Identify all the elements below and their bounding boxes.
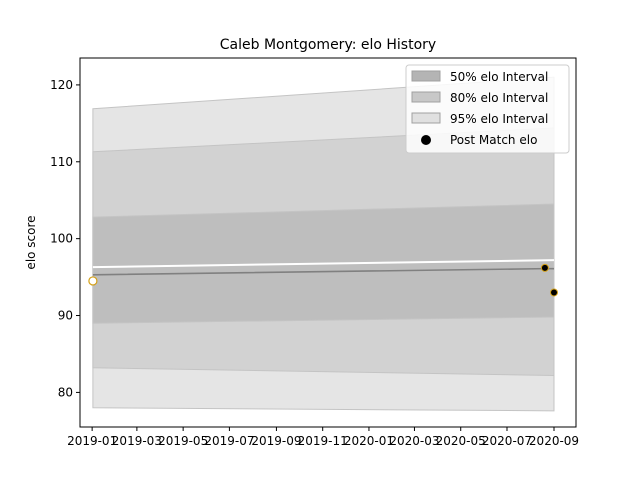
- legend-marker-4: [421, 135, 431, 145]
- legend-label-4: Post Match elo: [450, 133, 537, 147]
- x-tick-label-2020-07: 2020-07: [482, 434, 532, 448]
- y-tick-label-100: 100: [50, 232, 73, 246]
- post-match-point-1: [540, 263, 549, 272]
- x-tick-label-2019-05: 2019-05: [158, 434, 208, 448]
- elo-points: [88, 263, 559, 297]
- x-tick-label-2020-01: 2020-01: [344, 434, 394, 448]
- x-tick-label-2020-09: 2020-09: [529, 434, 579, 448]
- legend-label-3: 95% elo Interval: [450, 112, 548, 126]
- y-tick-label-110: 110: [50, 155, 73, 169]
- y-tick-label-80: 80: [58, 385, 73, 399]
- y-axis-label: elo score: [24, 215, 38, 269]
- x-tick-label-2020-03: 2020-03: [389, 434, 439, 448]
- y-axis: 80 90 100 110 120: [50, 78, 80, 399]
- legend-swatch-1: [411, 70, 441, 82]
- x-tick-label-2019-01: 2019-01: [67, 434, 117, 448]
- x-tick-label-2019-09: 2019-09: [251, 434, 301, 448]
- pre-match-elo-line: [92, 259, 555, 269]
- y-tick-label-120: 120: [50, 78, 73, 92]
- legend-swatch-2: [411, 91, 441, 103]
- x-tick-label-2019-03: 2019-03: [112, 434, 162, 448]
- legend-box: [405, 64, 570, 154]
- x-tick-label-2019-07: 2019-07: [204, 434, 254, 448]
- plot-frame: [79, 57, 577, 428]
- legend-swatch-3: [411, 112, 441, 124]
- post-match-point-2: [550, 288, 559, 297]
- x-tick-label-2019-11: 2019-11: [298, 434, 348, 448]
- chart-title: Caleb Montgomery: elo History: [220, 37, 436, 53]
- x-tick-label-2020-05: 2020-05: [436, 434, 486, 448]
- legend-label-1: 50% elo Interval: [450, 70, 548, 84]
- legend-label-2: 80% elo Interval: [450, 91, 548, 105]
- legend: 50% elo Interval 80% elo Interval 95% elo …: [405, 64, 570, 154]
- x-axis: 2019-012019-032019-052019-072019-092019-…: [67, 427, 579, 448]
- y-tick-label-90: 90: [58, 309, 73, 323]
- pre-match-point-1: [88, 276, 98, 286]
